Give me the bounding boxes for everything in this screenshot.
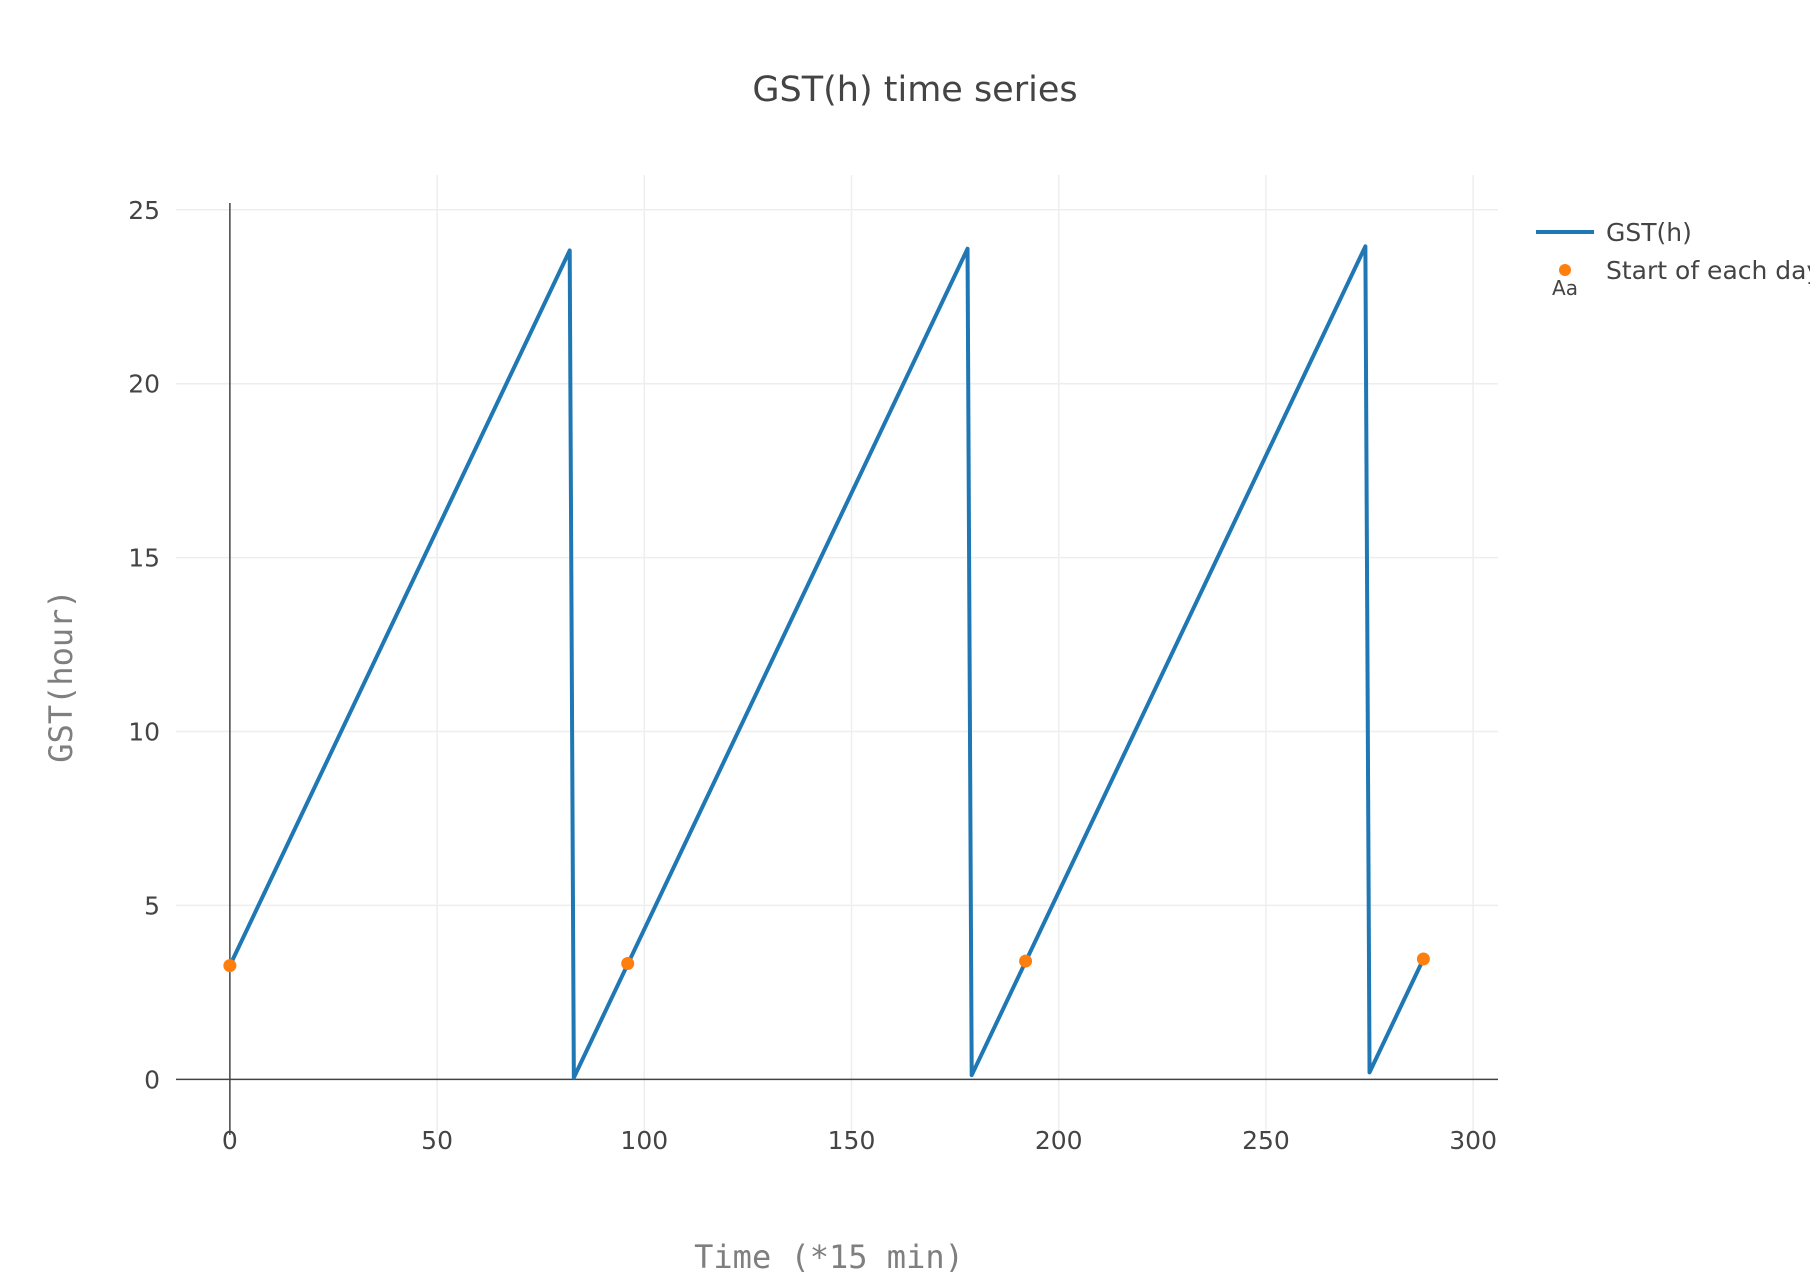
y-tick-label: 0 — [144, 1065, 160, 1094]
y-tick-label: 20 — [128, 370, 160, 399]
legend-marker-swatch — [1559, 264, 1571, 276]
start-of-day-point — [223, 959, 237, 973]
chart-title: GST(h) time series — [752, 70, 1077, 110]
x-tick-label: 250 — [1242, 1126, 1290, 1155]
y-tick-label: 10 — [128, 718, 160, 747]
legend-marker-text: Aa — [1552, 276, 1578, 300]
legend[interactable]: GST(h) Aa Start of each day — [1536, 218, 1810, 300]
series-layer — [223, 244, 1430, 1080]
y-axis-ticks: 0 5 10 15 20 25 — [128, 196, 160, 1095]
legend-label-gst: GST(h) — [1606, 218, 1692, 247]
legend-item-gst[interactable]: GST(h) — [1536, 218, 1692, 247]
x-tick-label: 100 — [620, 1126, 668, 1155]
legend-item-start-of-day[interactable]: Aa Start of each day — [1552, 256, 1810, 300]
x-tick-label: 50 — [421, 1126, 453, 1155]
series-line-gst — [227, 244, 1426, 1080]
start-of-day-point — [1019, 954, 1033, 968]
y-tick-label: 5 — [144, 891, 160, 920]
axis-lines — [176, 203, 1498, 1135]
legend-label-start-of-day: Start of each day — [1606, 256, 1810, 285]
gridlines — [176, 175, 1498, 1135]
start-of-day-point — [1416, 952, 1430, 966]
x-tick-label: 0 — [222, 1126, 238, 1155]
y-tick-label: 25 — [128, 196, 160, 225]
x-axis-title: Time (*15 min) — [694, 1238, 964, 1276]
x-tick-label: 200 — [1035, 1126, 1083, 1155]
x-axis-ticks: 0 50 100 150 200 250 300 — [222, 1126, 1497, 1155]
start-of-day-point — [621, 957, 635, 971]
y-axis-title: GST(hour) — [42, 589, 80, 762]
x-tick-label: 300 — [1449, 1126, 1497, 1155]
y-tick-label: 15 — [128, 544, 160, 573]
x-tick-label: 150 — [828, 1126, 876, 1155]
